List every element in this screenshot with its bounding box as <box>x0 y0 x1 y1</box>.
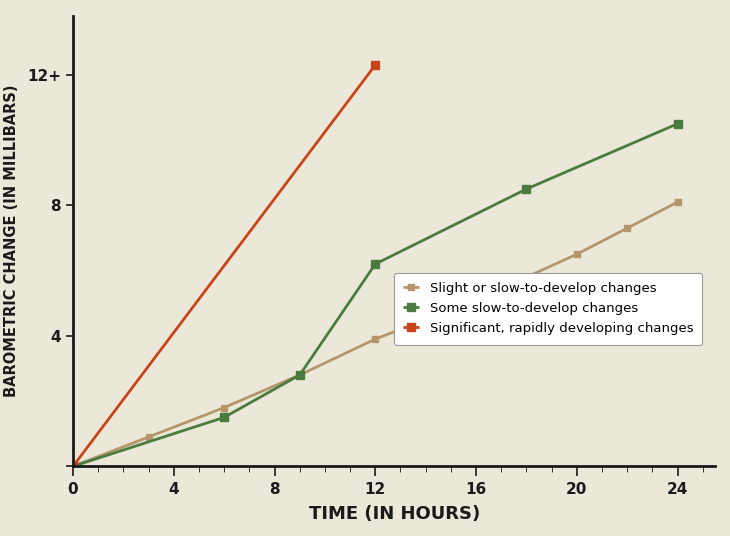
Slight or slow-to-develop changes <box>69 463 77 470</box>
Slight or slow-to-develop changes <box>145 434 153 440</box>
Some slow-to-develop changes <box>220 414 228 421</box>
Some slow-to-develop changes <box>296 372 304 378</box>
Legend: Slight or slow-to-develop changes, Some slow-to-develop changes, Significant, ra: Slight or slow-to-develop changes, Some … <box>394 273 702 345</box>
Slight or slow-to-develop changes <box>371 336 380 343</box>
Some slow-to-develop changes <box>673 121 682 127</box>
Line: Slight or slow-to-develop changes: Slight or slow-to-develop changes <box>70 199 681 470</box>
Y-axis label: BAROMETRIC CHANGE (IN MILLIBARS): BAROMETRIC CHANGE (IN MILLIBARS) <box>4 85 19 398</box>
Some slow-to-develop changes <box>522 186 531 192</box>
Slight or slow-to-develop changes <box>623 225 631 232</box>
Slight or slow-to-develop changes <box>296 372 304 378</box>
X-axis label: TIME (IN HOURS): TIME (IN HOURS) <box>309 505 480 523</box>
Line: Some slow-to-develop changes: Some slow-to-develop changes <box>69 120 681 470</box>
Some slow-to-develop changes <box>69 463 77 470</box>
Some slow-to-develop changes <box>371 261 380 267</box>
Slight or slow-to-develop changes <box>572 251 581 257</box>
Slight or slow-to-develop changes <box>673 199 682 205</box>
Slight or slow-to-develop changes <box>220 404 228 411</box>
Slight or slow-to-develop changes <box>472 297 480 303</box>
